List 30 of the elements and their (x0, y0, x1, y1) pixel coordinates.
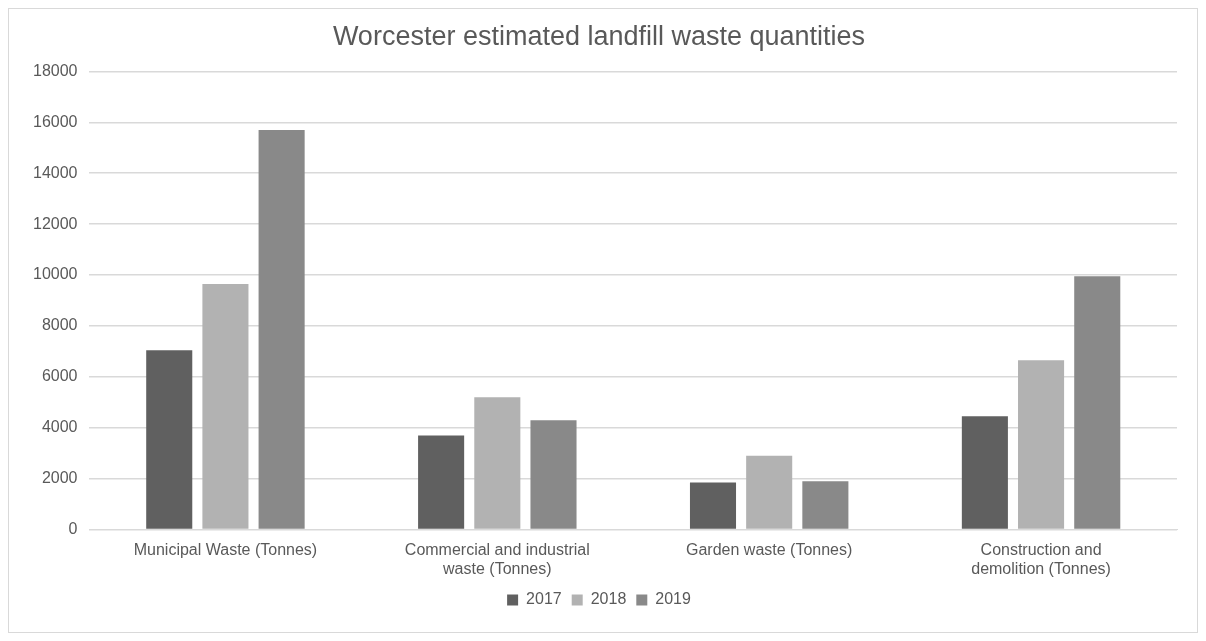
bar (146, 350, 193, 529)
x-tick-label: Commercial and industrial waste (Tonnes) (404, 540, 590, 577)
y-tick-label: 8000 (41, 316, 78, 334)
bar (689, 482, 737, 529)
bar (474, 397, 521, 529)
y-tick-label: 4000 (41, 418, 78, 436)
y-tick-label: 18000 (32, 61, 78, 79)
bar (202, 283, 249, 529)
y-tick-label: 14000 (32, 163, 78, 181)
x-tick-label: Garden waste (Tonnes) (686, 540, 853, 558)
y-tick-label: 6000 (41, 367, 78, 385)
legend-label: 2018 (590, 590, 627, 608)
bar (1018, 360, 1065, 529)
bar (258, 129, 305, 529)
bar (746, 455, 793, 529)
x-tick-label: Municipal Waste (Tonnes) (133, 540, 318, 558)
legend-label: 2017 (526, 590, 562, 608)
bar (530, 420, 577, 529)
y-tick-label: 10000 (32, 265, 78, 283)
bar (961, 416, 1008, 529)
chart-title: Worcester estimated landfill waste quantities (332, 20, 866, 51)
bar (418, 435, 465, 529)
y-tick-label: 0 (68, 520, 78, 538)
x-tick-label: Construction and demolition (Tonnes) (971, 540, 1111, 577)
y-tick-label: 12000 (32, 214, 78, 232)
y-tick-label: 2000 (41, 469, 78, 487)
bar (802, 481, 849, 529)
y-tick-label: 16000 (32, 112, 78, 130)
legend-label: 2019 (655, 590, 691, 608)
bar (1074, 276, 1121, 529)
